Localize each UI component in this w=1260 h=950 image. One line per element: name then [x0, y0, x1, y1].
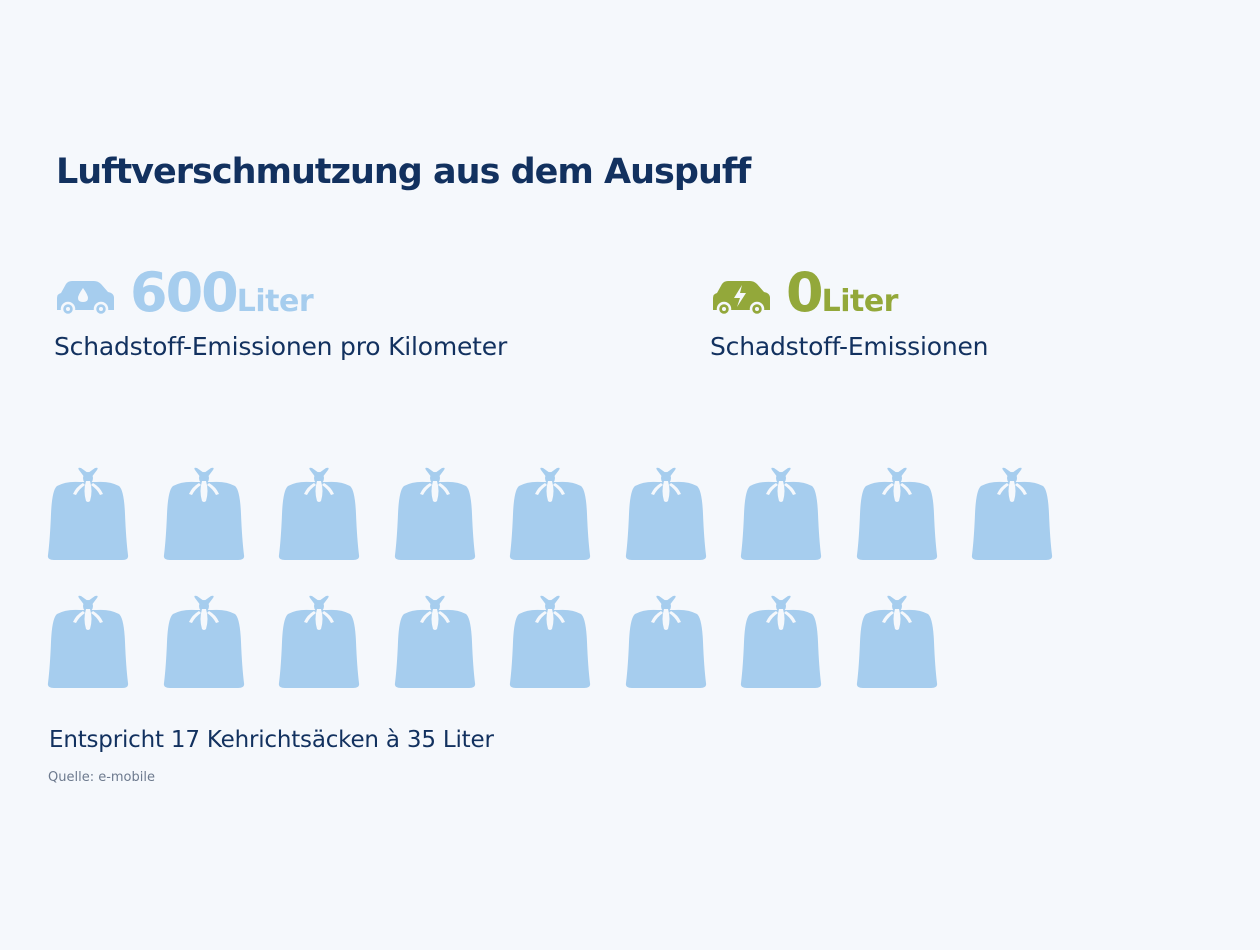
garbage-bag-icon: [163, 595, 244, 688]
garbage-bag-grid: [46, 464, 1086, 690]
combustion-stat-header: 600 Liter: [54, 262, 507, 324]
electric-unit: Liter: [821, 284, 899, 319]
garbage-bag-icon: [47, 595, 129, 688]
garbage-bag-icon: [509, 595, 591, 688]
garbage-bag-icon: [971, 467, 1053, 560]
equivalent-text: Entspricht 17 Kehrichtsäcken à 35 Liter: [49, 727, 494, 753]
combustion-description: Schadstoff-Emissionen pro Kilometer: [54, 332, 508, 361]
garbage-bag-icon: [856, 467, 937, 560]
page-title: Luftverschmutzung aus dem Auspuff: [56, 152, 751, 192]
garbage-bag-icon: [394, 595, 475, 688]
combustion-unit: Liter: [236, 284, 314, 319]
fuel-car-icon: [57, 281, 114, 316]
garbage-bag-icon: [625, 467, 706, 560]
combustion-value: 600: [130, 261, 239, 324]
electric-description: Schadstoff-Emissionen: [710, 332, 989, 361]
garbage-bag-icon: [394, 467, 475, 560]
electric-car-icon: [713, 281, 770, 316]
electric-value: 0: [786, 261, 824, 324]
garbage-bag-icon: [856, 595, 937, 688]
garbage-bag-icon: [278, 467, 360, 560]
garbage-bag-icon: [47, 467, 129, 560]
garbage-bag-icon: [278, 595, 360, 688]
combustion-stat: 600 Liter Schadstoff-Emissionen pro Kilo…: [54, 262, 508, 362]
electric-stat: 0 Liter Schadstoff-Emissionen: [710, 262, 989, 362]
garbage-bag-icon: [740, 595, 822, 688]
garbage-bag-icon: [740, 467, 822, 560]
garbage-bag-icon: [509, 467, 591, 560]
electric-stat-header: 0 Liter: [710, 262, 988, 324]
garbage-bag-icon: [625, 595, 706, 688]
garbage-bag-icon: [163, 467, 244, 560]
source-note: Quelle: e-mobile: [48, 770, 155, 785]
